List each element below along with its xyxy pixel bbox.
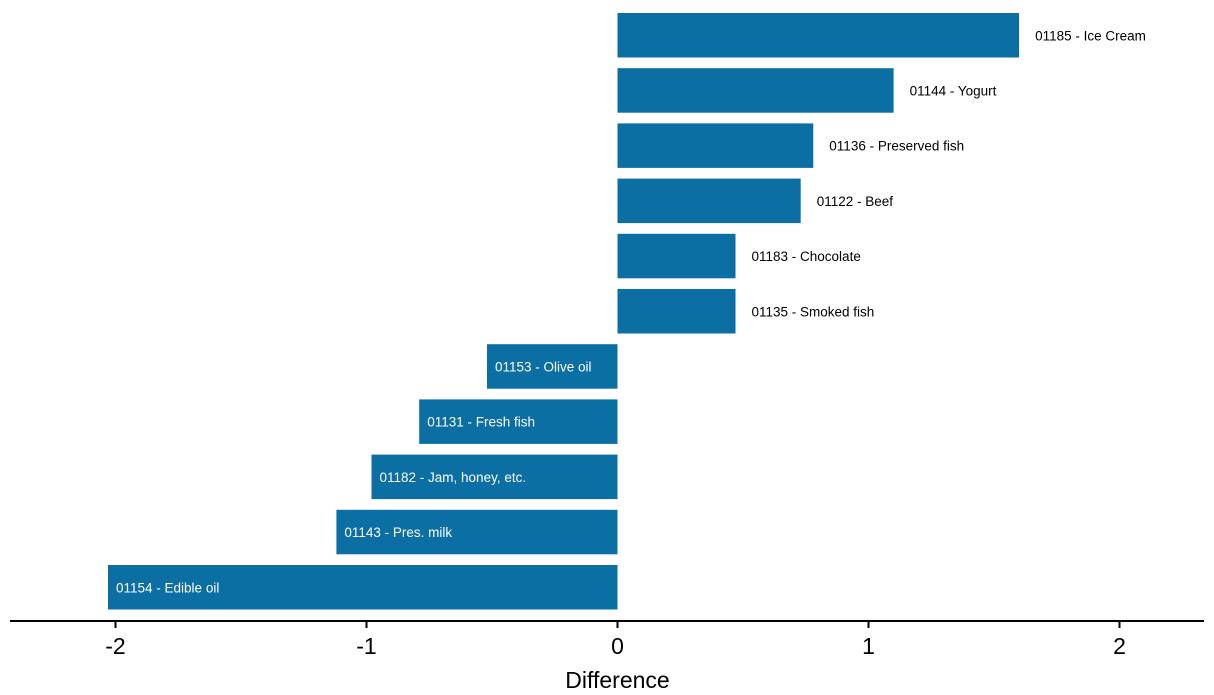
bar-label: 01182 - Jam, honey, etc.	[380, 470, 527, 485]
bar	[487, 344, 618, 389]
bar	[617, 178, 801, 224]
bar	[617, 68, 894, 113]
bar	[108, 565, 618, 610]
x-axis-title: Difference	[565, 667, 669, 693]
bars	[108, 13, 1020, 610]
bar	[419, 399, 618, 444]
x-tick-label: -2	[105, 633, 125, 659]
x-tick-label: 2	[1113, 633, 1126, 659]
x-tick-label: -1	[356, 633, 376, 659]
bar	[617, 289, 736, 334]
bar-label: 01144 - Yogurt	[910, 84, 997, 99]
bar-label: 01135 - Smoked fish	[752, 304, 875, 319]
x-tick-label: 1	[862, 633, 875, 659]
x-tick-label: 0	[611, 633, 624, 659]
bar-label: 01154 - Edible oil	[116, 580, 219, 595]
bar-label: 01122 - Beef	[817, 194, 894, 209]
bar-label: 01185 - Ice Cream	[1035, 28, 1146, 43]
x-axis-ticks: -2 -1 0 1 2	[105, 621, 1126, 659]
bar-labels: 01185 - Ice Cream 01144 - Yogurt 01136 - P…	[116, 28, 1146, 595]
bar-label: 01183 - Chocolate	[752, 249, 861, 264]
bar	[617, 13, 1020, 58]
bar	[336, 509, 618, 555]
bar	[617, 123, 814, 168]
bar	[371, 454, 618, 500]
bar	[617, 233, 736, 279]
bar-label: 01153 - Olive oil	[495, 360, 592, 375]
bar-label: 01131 - Fresh fish	[427, 415, 535, 430]
bar-label: 01136 - Preserved fish	[829, 139, 964, 154]
bar-label: 01143 - Pres. milk	[344, 525, 452, 540]
